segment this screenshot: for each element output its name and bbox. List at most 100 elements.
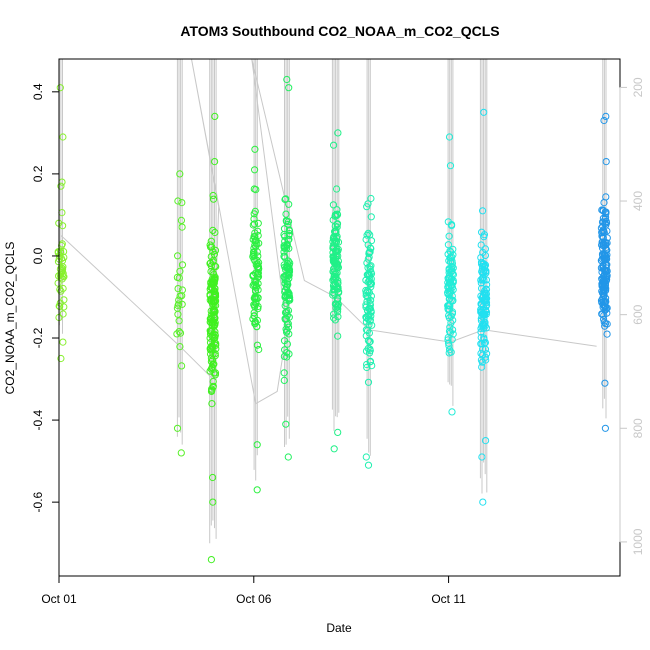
data-point <box>281 315 289 323</box>
data-point <box>449 278 457 286</box>
data-point <box>599 241 607 250</box>
data-point <box>209 300 217 308</box>
data-point <box>282 420 290 428</box>
data-point <box>208 343 216 351</box>
data-point <box>208 386 216 394</box>
data-point <box>254 294 262 302</box>
y-tick-label: -0.6 <box>31 491 45 512</box>
data-point <box>330 141 338 149</box>
data-point <box>478 300 486 308</box>
data-point <box>449 326 457 334</box>
data-point <box>334 129 342 137</box>
data-point <box>253 341 261 349</box>
data-point <box>283 280 291 288</box>
data-point <box>251 293 259 301</box>
data-point <box>481 262 489 270</box>
x-axis-label: Date <box>326 621 352 635</box>
data-point <box>363 203 371 211</box>
data-point <box>211 369 220 377</box>
data-point <box>445 312 453 320</box>
data-point <box>602 210 610 218</box>
data-point <box>209 276 217 285</box>
data-point <box>175 317 183 325</box>
data-point <box>282 195 290 203</box>
data-point <box>480 276 488 284</box>
x-axis: Oct 01 Oct 06 Oct 11 <box>41 575 466 606</box>
data-point <box>174 285 182 293</box>
data-point <box>480 339 488 347</box>
data-point <box>209 191 217 200</box>
data-point <box>285 230 294 238</box>
data-point <box>283 307 291 315</box>
data-point <box>285 84 293 92</box>
data-point <box>364 229 372 237</box>
data-point <box>285 313 293 321</box>
data-point <box>250 280 258 288</box>
data-point <box>365 305 373 313</box>
data-point <box>599 233 607 241</box>
data-point <box>252 237 260 245</box>
data-point <box>208 346 216 354</box>
data-point <box>477 308 485 316</box>
data-point <box>251 320 259 328</box>
data-point <box>602 298 610 306</box>
data-point <box>178 300 186 308</box>
data-point <box>364 271 372 279</box>
data-point <box>330 235 338 244</box>
series-6-points <box>329 129 343 453</box>
secondary-y-axis: 200 400 600 800 1000 <box>619 77 645 555</box>
data-point <box>363 314 371 322</box>
profile-vertical-lines <box>58 59 607 544</box>
secondary-tick-label: 400 <box>631 191 645 211</box>
data-point <box>329 268 337 276</box>
data-point <box>446 162 455 170</box>
data-point <box>479 260 487 268</box>
data-point <box>603 273 611 281</box>
data-point <box>333 220 342 228</box>
data-point <box>448 221 456 229</box>
data-point <box>208 275 216 283</box>
data-point <box>177 449 185 457</box>
data-point <box>59 133 67 141</box>
data-point <box>253 441 261 449</box>
data-point <box>209 248 217 256</box>
data-point <box>600 315 608 323</box>
data-point <box>281 293 289 301</box>
data-point <box>363 360 371 369</box>
data-point <box>280 231 288 239</box>
data-point <box>329 253 337 261</box>
data-point <box>250 185 258 193</box>
data-point <box>251 166 259 174</box>
data-point <box>335 289 343 297</box>
data-point <box>211 262 219 270</box>
data-point <box>212 263 220 271</box>
data-point <box>209 296 217 304</box>
data-point <box>363 363 371 372</box>
data-point <box>251 207 259 215</box>
secondary-tick-label: 600 <box>631 304 645 324</box>
plot-frame <box>58 58 621 577</box>
data-point <box>601 320 610 328</box>
data-point <box>176 329 185 337</box>
data-point <box>364 255 372 263</box>
data-point <box>60 296 68 304</box>
data-point <box>173 273 181 281</box>
data-point <box>177 216 185 224</box>
data-point <box>254 273 263 281</box>
data-point <box>210 299 218 307</box>
data-point <box>208 400 216 408</box>
data-point <box>480 297 488 306</box>
data-point <box>331 264 339 272</box>
data-point <box>600 279 608 287</box>
data-point <box>329 201 337 209</box>
data-point <box>362 289 370 297</box>
data-point <box>362 291 370 300</box>
data-point <box>59 284 67 293</box>
data-point <box>283 75 291 84</box>
data-point <box>207 315 215 324</box>
data-point <box>447 312 455 320</box>
data-point <box>174 252 182 260</box>
data-point <box>445 287 453 295</box>
data-point <box>477 333 485 342</box>
data-point <box>173 330 181 338</box>
